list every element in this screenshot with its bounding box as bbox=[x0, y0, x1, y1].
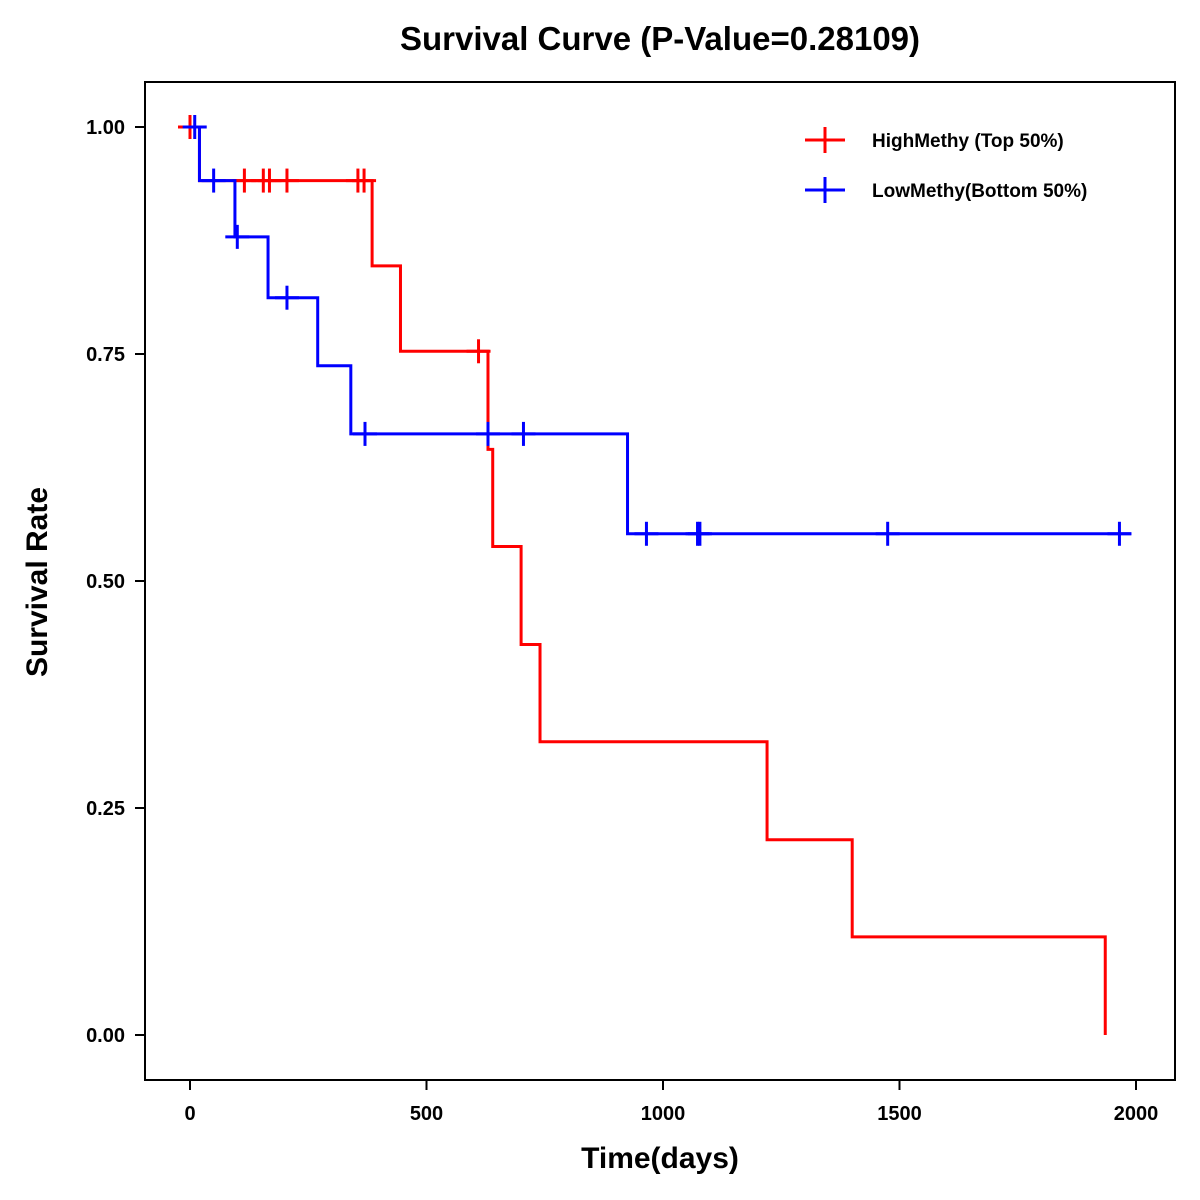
censor-mark bbox=[201, 168, 226, 193]
censor-mark bbox=[182, 115, 207, 139]
censor-mark bbox=[352, 168, 377, 193]
y-tick-label: 0.25 bbox=[86, 798, 125, 820]
censor-mark bbox=[875, 521, 900, 546]
series-high-methy bbox=[178, 115, 1107, 1035]
legend: HighMethy (Top 50%) LowMethy(Bottom 50%) bbox=[805, 127, 1087, 203]
censor-mark bbox=[225, 224, 250, 249]
legend-item: LowMethy(Bottom 50%) bbox=[805, 177, 1087, 203]
legend-label: LowMethy(Bottom 50%) bbox=[872, 181, 1087, 202]
y-tick-label: 0.50 bbox=[86, 571, 125, 593]
legend-key-icon bbox=[805, 177, 845, 203]
censor-mark bbox=[511, 421, 536, 446]
x-tick-label: 2000 bbox=[1114, 1103, 1159, 1125]
y-tick-label: 0.00 bbox=[86, 1025, 125, 1047]
x-tick-label: 500 bbox=[410, 1103, 443, 1125]
legend-item: HighMethy (Top 50%) bbox=[805, 127, 1064, 153]
legend-label: HighMethy (Top 50%) bbox=[872, 131, 1064, 152]
x-axis: 0 500 1000 1500 2000 bbox=[184, 1080, 1158, 1125]
series-layer bbox=[178, 115, 1132, 1035]
chart-title: Survival Curve (P-Value=0.28109) bbox=[400, 20, 920, 57]
x-axis-label: Time(days) bbox=[581, 1142, 739, 1175]
censor-mark bbox=[475, 421, 500, 446]
x-tick-label: 0 bbox=[184, 1103, 195, 1125]
plot-frame bbox=[144, 81, 1176, 1081]
y-tick-label: 0.75 bbox=[86, 344, 125, 366]
censor-mark bbox=[687, 521, 712, 546]
censor-mark bbox=[1107, 521, 1132, 546]
survival-step-line bbox=[178, 125, 1107, 1035]
censor-mark bbox=[353, 421, 378, 446]
censor-mark bbox=[634, 521, 659, 546]
x-tick-label: 1500 bbox=[877, 1103, 922, 1125]
y-tick-label: 1.00 bbox=[86, 117, 125, 139]
censor-mark bbox=[466, 339, 491, 364]
y-axis: 0.00 0.25 0.50 0.75 1.00 bbox=[86, 117, 145, 1047]
legend-key-icon bbox=[805, 127, 845, 153]
censor-mark bbox=[274, 168, 299, 193]
series-low-methy bbox=[182, 115, 1132, 546]
censor-mark bbox=[274, 285, 299, 310]
x-tick-label: 1000 bbox=[641, 1103, 686, 1125]
y-axis-label: Survival Rate bbox=[21, 487, 54, 677]
